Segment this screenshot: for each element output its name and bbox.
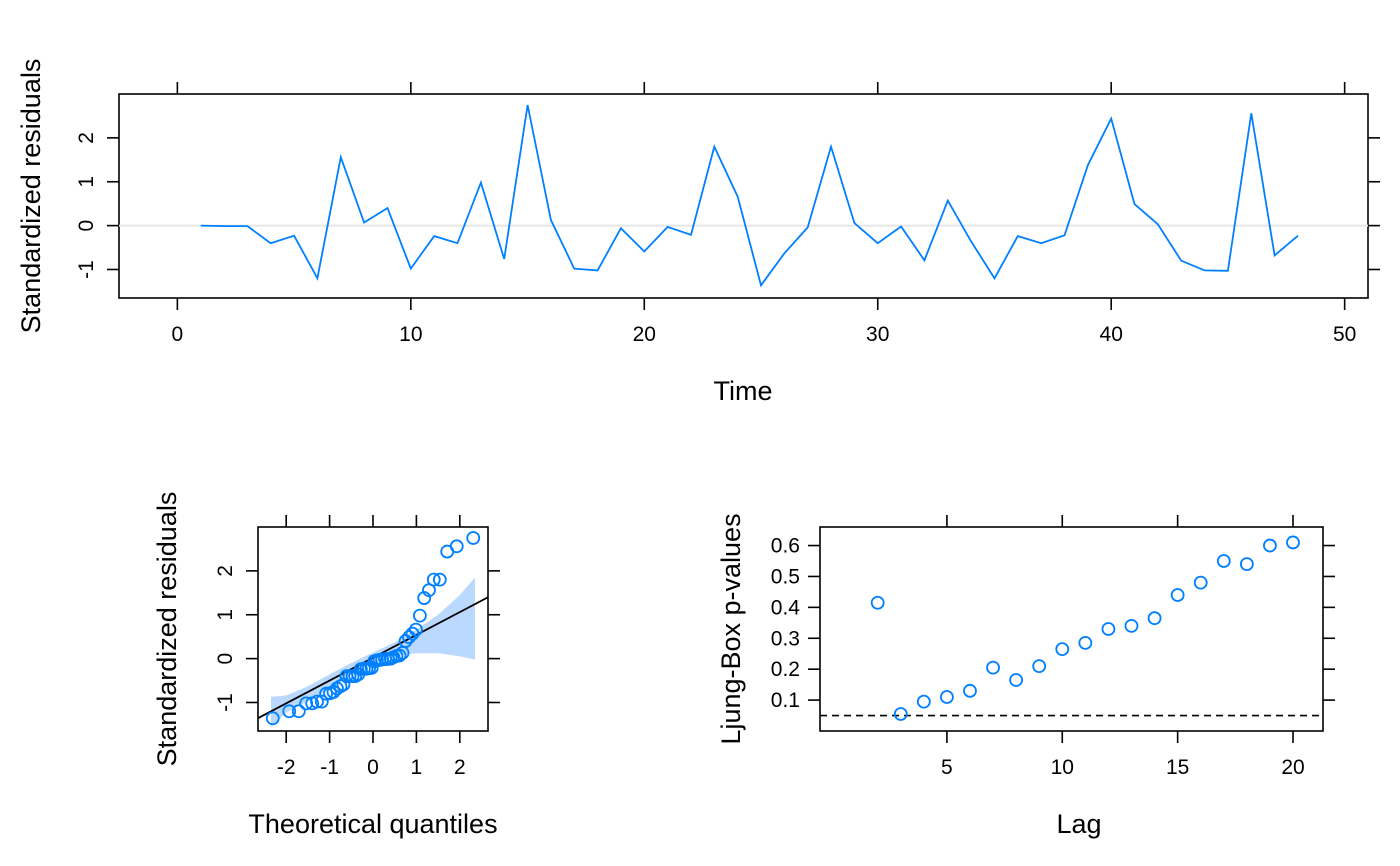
y-tick-label: 2	[214, 565, 237, 577]
qq-point	[466, 531, 481, 545]
y-tick-label: 0.2	[771, 658, 800, 681]
residual-series-line	[200, 104, 1299, 288]
y-tick-label: -1	[214, 693, 237, 712]
y-axis: 0.1 0.2 0.3 0.4 0.5 0.6	[771, 535, 1335, 712]
x-tick-label: 10	[399, 323, 422, 346]
p-value-point	[1263, 538, 1277, 553]
x-tick-label: -1	[320, 756, 339, 779]
p-value-point	[870, 595, 885, 610]
residuals-time-panel: 0 10 20 30 40 50 -1 0 1 2 Time Standardized resi…	[16, 59, 1380, 406]
x-tick-label: 50	[1333, 323, 1356, 346]
y-tick-label: 0	[214, 653, 237, 665]
y-tick-label: 0.4	[771, 596, 801, 619]
x-tick-label: 30	[866, 323, 889, 346]
qq-point	[405, 626, 420, 641]
y-axis: -1 0 1 2	[75, 132, 1380, 279]
x-tick-label: 20	[1281, 756, 1304, 779]
x-axis-title: Time	[714, 376, 773, 406]
y-tick-label: 1	[75, 176, 98, 188]
qq-point	[409, 622, 423, 637]
p-value-point	[1101, 622, 1116, 636]
qq-point	[392, 648, 407, 663]
p-value-point	[1286, 535, 1300, 550]
p-value-point	[940, 690, 954, 704]
p-value-point	[1193, 575, 1208, 590]
qq-point	[402, 630, 416, 645]
y-tick-label: 0	[75, 220, 98, 232]
p-value-point	[1239, 557, 1254, 571]
y-tick-label: 0.3	[771, 627, 800, 650]
y-tick-label: 0.6	[771, 535, 800, 558]
y-tick-label: 2	[75, 132, 98, 144]
qq-point	[291, 704, 306, 719]
p-value-point	[963, 683, 977, 698]
x-axis-title: Lag	[1056, 809, 1101, 839]
points-layer	[870, 535, 1300, 721]
qq-point	[398, 634, 413, 648]
p-value-point	[1055, 642, 1070, 656]
p-value-point	[1170, 588, 1185, 602]
p-value-point	[916, 694, 931, 709]
qq-plot-panel: -2 -1 0 1 2 -1 0 1 2 Theoretical quantiles Stan…	[152, 492, 500, 839]
plot-frame	[118, 93, 1369, 299]
x-axis: 0 10 20 30 40 50	[172, 82, 1356, 346]
qq-point	[265, 711, 280, 726]
y-axis-title: Standardized residuals	[152, 492, 182, 767]
x-axis-title: Theoretical quantiles	[248, 809, 497, 839]
qq-point	[282, 704, 297, 719]
qq-point	[310, 694, 324, 709]
x-tick-label: -2	[277, 756, 296, 779]
qq-point	[449, 539, 464, 554]
x-tick-label: 2	[454, 756, 466, 779]
y-tick-label: 0.1	[771, 689, 800, 712]
p-value-point	[1078, 636, 1093, 650]
x-tick-label: 10	[1051, 756, 1074, 779]
p-value-point	[1124, 619, 1139, 633]
p-value-point	[1009, 673, 1024, 687]
y-tick-label: 0.5	[771, 565, 800, 588]
qq-point	[412, 608, 427, 623]
p-value-point	[1032, 659, 1047, 673]
x-tick-label: 40	[1100, 323, 1123, 346]
qq-point	[426, 572, 441, 587]
p-value-point	[893, 707, 908, 721]
x-tick-label: 5	[941, 756, 953, 779]
p-value-point	[986, 660, 1000, 675]
x-tick-label: 0	[172, 323, 184, 346]
y-axis-title: Standardized residuals	[16, 59, 46, 334]
p-value-point	[1216, 554, 1231, 568]
points-layer	[265, 531, 481, 726]
x-tick-label: 20	[633, 323, 656, 346]
plot-frame	[819, 526, 1324, 732]
x-tick-label: 15	[1166, 756, 1189, 779]
y-axis: -1 0 1 2	[214, 565, 500, 712]
x-tick-label: 1	[411, 756, 423, 779]
qq-point	[314, 694, 329, 709]
y-tick-label: -1	[75, 260, 98, 279]
qq-point	[432, 572, 447, 587]
x-tick-label: 0	[367, 756, 379, 779]
x-axis: -2 -1 0 1 2	[277, 515, 466, 779]
y-tick-label: 1	[214, 609, 237, 621]
p-value-point	[1147, 611, 1162, 626]
y-axis-title: Ljung-Box p-values	[716, 513, 746, 744]
ljung-box-panel: 5 10 15 20 0.1 0.2 0.3 0.4 0.5 0.6 Lag Ljung-Box…	[716, 513, 1335, 839]
x-axis: 5 10 15 20	[941, 515, 1305, 779]
series-layer	[200, 104, 1299, 288]
